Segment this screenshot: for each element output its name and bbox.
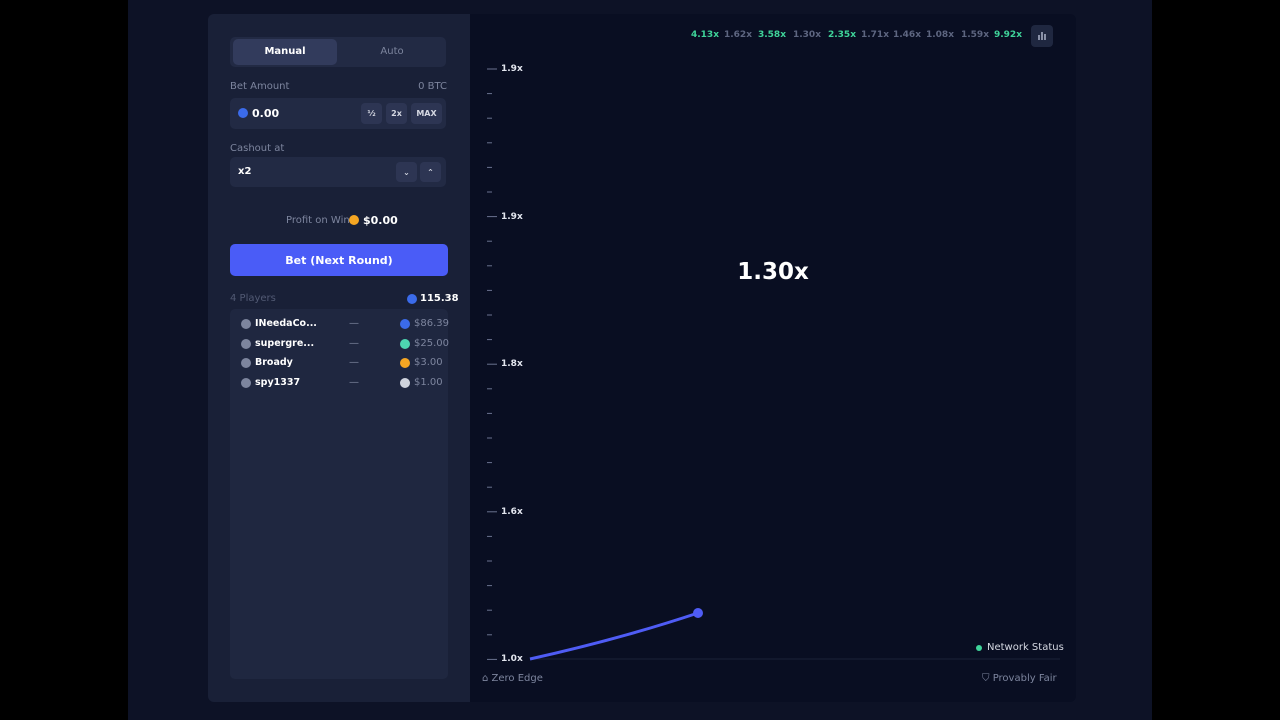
curve bbox=[529, 611, 699, 661]
history-item[interactable]: 9.92x bbox=[993, 30, 1023, 40]
player-amount: $1.00 bbox=[414, 376, 443, 388]
provably-fair-label: Provably Fair bbox=[992, 673, 1057, 684]
player-amount: $25.00 bbox=[414, 337, 449, 349]
stats-icon bbox=[1038, 32, 1046, 40]
history-item[interactable]: 2.35x bbox=[827, 30, 857, 40]
history-item[interactable]: 3.58x bbox=[757, 30, 787, 40]
player-status: — bbox=[349, 337, 359, 349]
zero-edge[interactable]: ⌂ Zero Edge bbox=[482, 673, 543, 684]
curve-head bbox=[693, 608, 703, 618]
history-item[interactable]: 1.71x bbox=[860, 30, 890, 40]
bet-button[interactable]: Bet (Next Round) bbox=[230, 244, 448, 276]
max-button[interactable]: MAX bbox=[411, 103, 442, 124]
player-total: 115.38 bbox=[420, 293, 459, 304]
avatar bbox=[241, 319, 251, 329]
y-label: 1.8x bbox=[501, 359, 523, 369]
avatar bbox=[241, 338, 251, 349]
y-label: 1.6x bbox=[501, 507, 523, 517]
player-status: — bbox=[349, 318, 359, 329]
avatar bbox=[241, 377, 251, 388]
axis-ticks bbox=[487, 68, 497, 660]
coin-icon bbox=[400, 358, 410, 368]
provably-fair[interactable]: ⛉ Provably Fair bbox=[982, 673, 1057, 684]
stats-button[interactable] bbox=[1031, 25, 1053, 47]
y-label: 1.0x bbox=[501, 654, 523, 664]
status-dot bbox=[976, 645, 982, 651]
player-amount: $3.00 bbox=[414, 357, 443, 368]
history-item[interactable]: 1.59x bbox=[960, 30, 990, 40]
player-name[interactable]: spy1337 bbox=[255, 376, 301, 388]
history-item[interactable]: 1.08x bbox=[925, 30, 955, 40]
half-button[interactable]: ½ bbox=[361, 103, 382, 124]
coin-icon bbox=[349, 215, 359, 225]
coin-icon bbox=[400, 338, 410, 349]
multiplier: 1.30x bbox=[737, 259, 809, 285]
graph-canvas bbox=[487, 68, 1060, 661]
coin-icon bbox=[400, 319, 410, 329]
player-name[interactable]: supergre... bbox=[255, 337, 315, 349]
history-item[interactable]: 1.62x bbox=[723, 30, 753, 40]
increase-button[interactable]: ⌃ bbox=[420, 162, 441, 182]
bet-input[interactable] bbox=[230, 98, 446, 129]
y-label: 1.9x bbox=[501, 212, 523, 222]
player-name[interactable]: INeedaCo... bbox=[255, 318, 317, 329]
history-item[interactable]: 1.30x bbox=[792, 30, 822, 40]
tab-active[interactable] bbox=[233, 39, 337, 65]
zero-edge-label: Zero Edge bbox=[491, 673, 543, 684]
avatar bbox=[241, 358, 251, 368]
tab-manual[interactable]: Manual bbox=[264, 46, 306, 57]
cashout-value[interactable]: x2 bbox=[238, 166, 252, 177]
bet-label: Bet Amount bbox=[230, 81, 290, 92]
decrease-button[interactable]: ⌄ bbox=[396, 162, 417, 182]
player-count: 4 Players bbox=[230, 293, 276, 304]
history-item[interactable]: 1.46x bbox=[892, 30, 922, 40]
double-button[interactable]: 2x bbox=[386, 103, 407, 124]
profit-label: Profit on Win bbox=[286, 215, 350, 226]
profit-value: $0.00 bbox=[363, 214, 398, 227]
player-amount: $86.39 bbox=[414, 318, 449, 329]
graph-panel bbox=[470, 14, 1076, 702]
player-status: — bbox=[349, 357, 359, 368]
bet-value[interactable]: 0.00 bbox=[252, 107, 280, 120]
balance: 0 BTC bbox=[418, 81, 447, 92]
player-status: — bbox=[349, 376, 359, 388]
y-label: 1.9x bbox=[501, 64, 523, 74]
coin-icon bbox=[407, 294, 417, 304]
coin-icon bbox=[400, 377, 410, 388]
coin-icon bbox=[238, 108, 248, 118]
player-name[interactable]: Broady bbox=[255, 357, 293, 368]
cashout-label: Cashout at bbox=[230, 143, 285, 154]
network-status[interactable]: Network Status bbox=[987, 642, 1064, 653]
player-list bbox=[230, 309, 448, 679]
history-item[interactable]: 4.13x bbox=[690, 30, 720, 40]
tab-auto[interactable]: Auto bbox=[380, 46, 404, 57]
